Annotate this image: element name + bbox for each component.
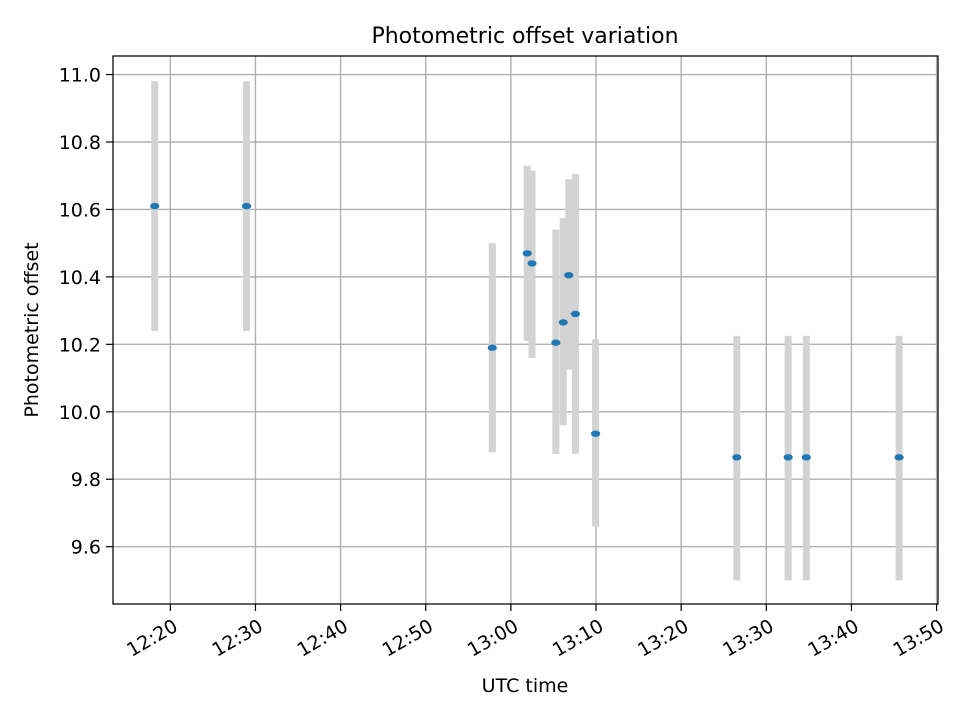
plot-frame [112, 55, 939, 605]
y-tick-label: 9.8 [71, 469, 101, 491]
x-tick-label: 13:40 [804, 615, 862, 661]
x-axis-label: UTC time [482, 675, 569, 697]
data-point [590, 430, 601, 437]
y-axis-label: Photometric offset [21, 242, 43, 417]
data-points [150, 202, 904, 461]
data-point [241, 202, 252, 210]
data-point [732, 454, 742, 461]
y-tick-label: 10.8 [59, 132, 101, 154]
data-point [551, 339, 561, 346]
y-tick-label: 11.0 [59, 65, 101, 87]
x-tick-label: 12:30 [208, 615, 266, 661]
y-axis-ticks: 9.6 9.8 10.0 10.2 10.4 10.6 10.8 11.0 [59, 65, 113, 559]
y-tick-label: 10.6 [59, 199, 101, 221]
x-tick-label: 13:20 [634, 615, 692, 661]
x-tick-label: 13:50 [889, 615, 947, 661]
data-point [894, 454, 904, 461]
x-tick-label: 13:00 [464, 615, 522, 661]
y-tick-label: 10.0 [59, 402, 101, 424]
data-point [801, 454, 811, 461]
data-point [522, 250, 532, 257]
y-tick-label: 10.2 [59, 334, 101, 356]
x-tick-label: 12:50 [379, 615, 437, 661]
data-point [150, 202, 160, 210]
data-point [487, 344, 497, 351]
chart-title: Photometric offset variation [371, 24, 678, 49]
data-point [558, 319, 568, 326]
data-point [564, 272, 574, 279]
grid [113, 56, 938, 604]
data-point [527, 260, 537, 267]
y-tick-label: 9.6 [71, 537, 101, 559]
data-point [570, 310, 581, 318]
x-tick-label: 13:10 [549, 615, 607, 661]
x-axis-ticks: 12:20 12:30 12:40 12:50 13:00 13:10 13:20 13:30… [123, 604, 948, 661]
y-tick-label: 10.4 [59, 267, 101, 289]
x-tick-label: 13:30 [719, 615, 777, 661]
x-tick-label: 12:40 [293, 615, 351, 661]
x-tick-label: 12:20 [123, 615, 181, 661]
data-point [783, 454, 793, 461]
error-bars [151, 81, 903, 581]
